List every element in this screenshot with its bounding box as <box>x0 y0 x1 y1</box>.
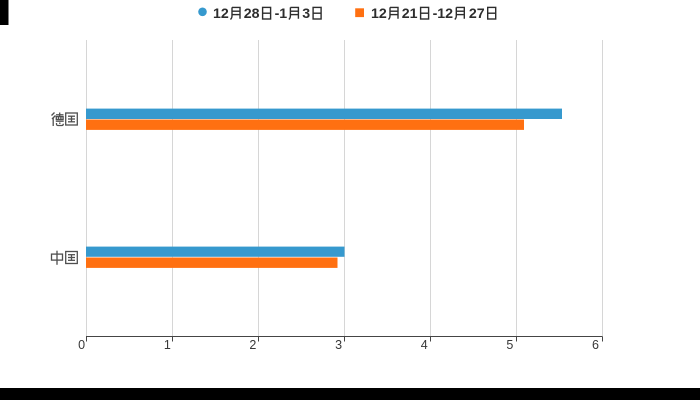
svg-text:-: - <box>275 6 280 22</box>
svg-text:12: 12 <box>371 6 387 22</box>
svg-text:21: 21 <box>402 6 418 22</box>
svg-text:4: 4 <box>421 338 428 352</box>
svg-text:2: 2 <box>249 338 256 352</box>
svg-text:3: 3 <box>302 6 310 22</box>
svg-text:-: - <box>433 6 438 22</box>
svg-text:0: 0 <box>78 338 85 352</box>
svg-text:6: 6 <box>592 338 599 352</box>
svg-text:12: 12 <box>437 6 453 22</box>
svg-text:27: 27 <box>469 6 485 22</box>
svg-text:1: 1 <box>279 6 287 22</box>
svg-text:12: 12 <box>213 6 229 22</box>
svg-text:1: 1 <box>164 338 171 352</box>
svg-text:5: 5 <box>506 338 513 352</box>
svg-text:3: 3 <box>335 338 342 352</box>
svg-text:28: 28 <box>244 6 260 22</box>
